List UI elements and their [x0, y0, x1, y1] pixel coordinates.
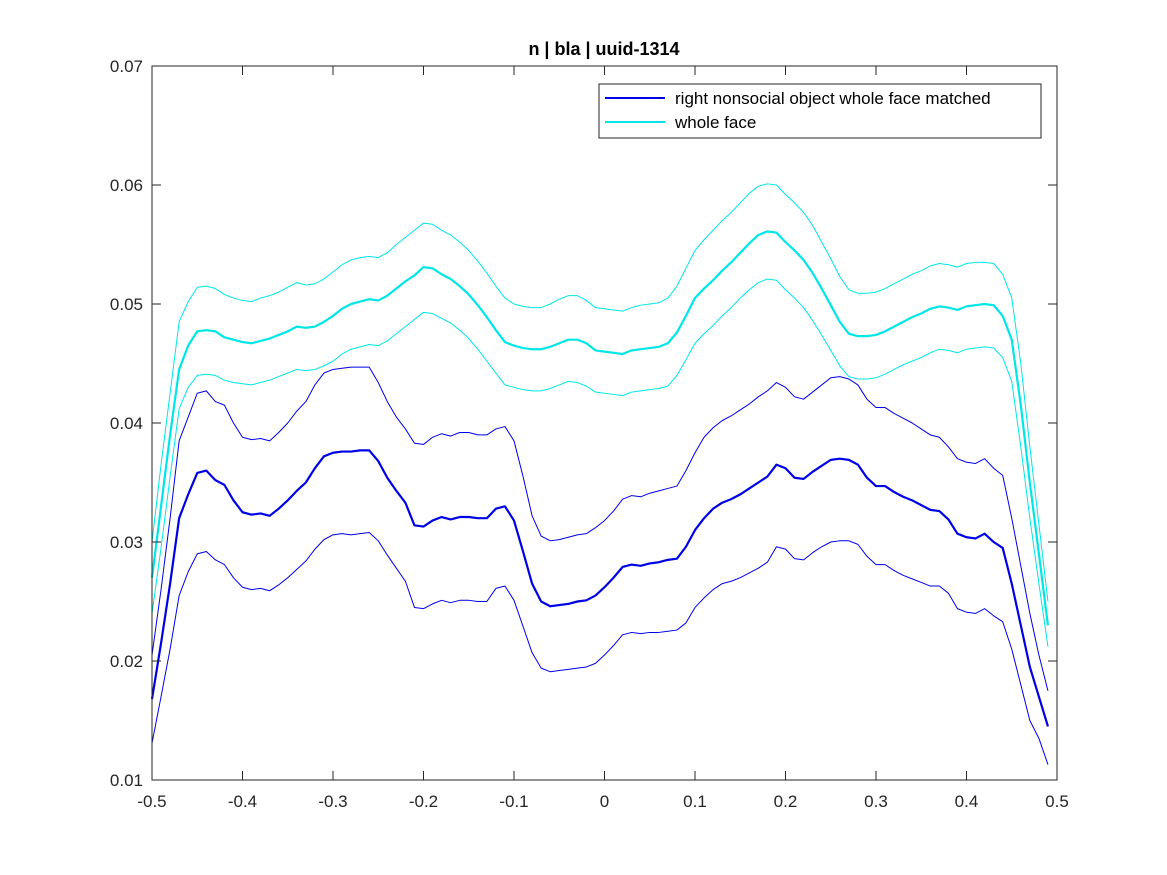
series-1-upper-line	[151, 183, 1049, 602]
y-tick-label: 0.05	[110, 295, 143, 314]
legend-box	[598, 83, 1042, 139]
legend-label-0: right nonsocial object whole face matche…	[675, 89, 991, 108]
x-tick-label: -0.2	[409, 792, 438, 811]
x-tick-label: 0.3	[864, 792, 888, 811]
series-1-lower-line	[151, 278, 1049, 647]
series-0-upper-line	[151, 366, 1049, 691]
legend-label-1: whole face	[674, 113, 756, 132]
series-1-mean-line	[150, 230, 1050, 626]
x-tick-label: -0.5	[137, 792, 166, 811]
series-0-mean-line	[150, 449, 1050, 727]
y-tick-label: 0.02	[110, 652, 143, 671]
plot-area	[152, 66, 1057, 780]
chart-title: n | bla | uuid-1314	[528, 39, 679, 59]
y-tick-label: 0.03	[110, 533, 143, 552]
series-layer	[150, 183, 1050, 765]
y-tick-label: 0.07	[110, 57, 143, 76]
x-tick-label: -0.1	[499, 792, 528, 811]
x-tick-label: -0.4	[228, 792, 257, 811]
x-tick-label: 0.4	[955, 792, 979, 811]
ticks-layer: -0.5 -0.4 -0.3 -0.2 -0.1 0 0.1 0.2 0.3 0.4 0.5 0.01…	[110, 57, 1069, 811]
y-tick-label: 0.04	[110, 414, 143, 433]
x-tick-label: 0.2	[774, 792, 798, 811]
x-tick-label: 0.5	[1045, 792, 1069, 811]
x-tick-label: -0.3	[318, 792, 347, 811]
series-0-lower-line	[151, 531, 1049, 765]
y-tick-label: 0.01	[110, 771, 143, 790]
legend: right nonsocial object whole face matche…	[598, 83, 1042, 139]
y-tick-label: 0.06	[110, 176, 143, 195]
x-tick-label: 0	[600, 792, 609, 811]
x-tick-label: 0.1	[683, 792, 707, 811]
